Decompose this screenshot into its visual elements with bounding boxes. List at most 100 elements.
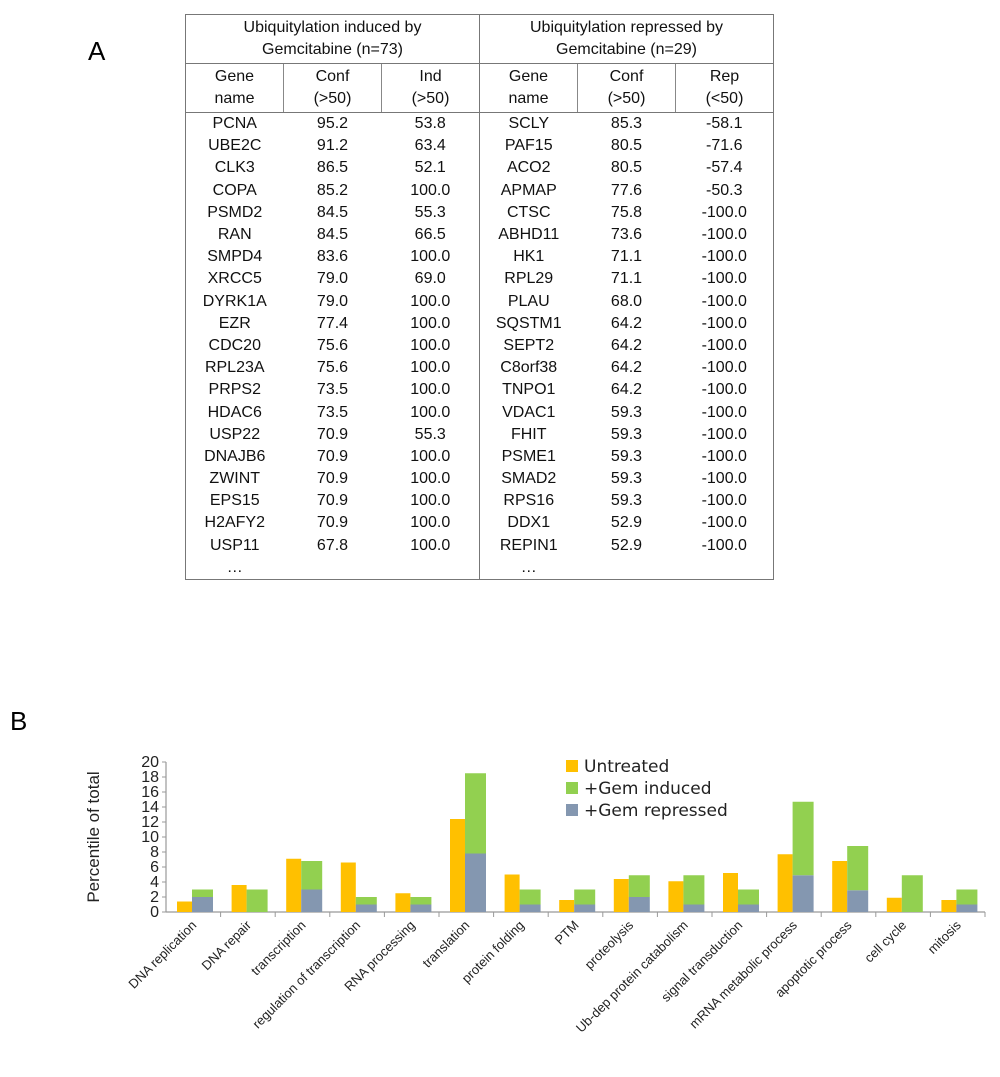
table-cell: 63.4: [381, 135, 480, 158]
column-header-text: Gene: [214, 68, 255, 85]
table-cell: EPS15: [209, 492, 260, 510]
table-cell: 64.2: [610, 381, 643, 399]
table-cell: -100.0: [701, 447, 747, 465]
table-cell: 66.5: [381, 223, 480, 247]
table-cell: 100.0: [381, 401, 480, 424]
y-tick-label: 2: [150, 889, 159, 906]
table-cell: -100.0: [701, 248, 747, 266]
bar-gem-repressed: [683, 904, 705, 912]
y-tick-label: 20: [141, 754, 159, 771]
column-header-text: Conf: [315, 68, 350, 85]
table-cell: PSMD2: [207, 203, 263, 221]
table-cell: 100.0: [381, 379, 480, 402]
column-header: Conf (>50): [577, 63, 676, 113]
column-header-text: Rep: [709, 68, 740, 85]
x-tick-label: PTM: [552, 918, 582, 948]
bar-gem-repressed: [519, 904, 541, 912]
bar-untreated: [504, 874, 520, 912]
table-cell: SQSTM1: [495, 314, 562, 332]
table-cell: -100.0: [701, 470, 747, 488]
table-cell: 80.5: [610, 137, 643, 155]
table-cell: DDX1: [507, 514, 551, 532]
legend-label: +Gem repressed: [584, 801, 728, 821]
table-cell: FHIT: [510, 425, 547, 443]
bar-gem-induced: [246, 889, 268, 912]
table-cell: 100.0: [381, 445, 480, 468]
table-cell: [284, 557, 382, 580]
table-cell: 91.2: [316, 137, 349, 155]
bar-gem-repressed: [792, 875, 814, 912]
bar-gem-induced: [628, 875, 650, 897]
table-cell: COPA: [212, 181, 257, 199]
bar-gem-induced: [301, 861, 323, 890]
column-header: Conf (>50): [283, 63, 382, 113]
table-cell: 100.0: [381, 468, 480, 491]
y-tick-label: 18: [141, 769, 159, 786]
table-cell: RPL23A: [204, 359, 265, 377]
legend: Untreated+Gem induced+Gem repressed: [566, 757, 728, 821]
table-cell: PCNA: [212, 115, 257, 133]
table-cell: REPIN1: [499, 536, 558, 554]
table-cell: 64.2: [610, 336, 643, 354]
table-cell: 70.9: [316, 492, 349, 510]
table-row: CLK3 86.5 52.1 ACO2 80.5 -57.4: [186, 157, 774, 180]
bar-untreated: [286, 858, 302, 912]
table-row: PSMD2 84.5 55.3 CTSC 75.8 -100.0: [186, 201, 774, 224]
table-cell: 73.6: [610, 226, 643, 244]
table-cell: …: [226, 558, 243, 576]
bar-untreated: [832, 861, 848, 912]
table-cell: HDAC6: [207, 403, 262, 421]
bar-gem-induced: [901, 875, 923, 912]
bar-gem-repressed: [574, 904, 596, 912]
bar-gem-induced: [683, 875, 705, 905]
table-row: RAN 84.5 66.5 ABHD11 73.6 -100.0: [186, 223, 774, 247]
table-cell: PLAU: [507, 292, 550, 310]
table-cell: H2AFY2: [204, 514, 265, 532]
table-cell: C8orf38: [500, 359, 558, 377]
bar-gem-repressed: [410, 904, 432, 912]
bar-gem-repressed: [956, 904, 978, 912]
x-tick-label: DNA repair: [198, 917, 254, 973]
table-cell: 80.5: [610, 159, 643, 177]
bar-untreated: [231, 885, 247, 912]
column-header-text: name: [508, 90, 549, 107]
table-row: UBE2C 91.2 63.4 PAF15 80.5 -71.6: [186, 135, 774, 158]
column-header-text: (>50): [607, 90, 646, 107]
table-cell: 59.3: [610, 447, 643, 465]
bar-gem-repressed: [738, 904, 759, 912]
bar-gem-induced: [410, 897, 432, 905]
table-cell: 85.2: [316, 181, 349, 199]
x-tick-label: regulation of transcription: [249, 918, 363, 1032]
table-cell: VDAC1: [502, 403, 556, 421]
table-cell: 67.8: [316, 536, 349, 554]
table-cell: -100.0: [701, 336, 747, 354]
table-cell: 100.0: [381, 490, 480, 513]
legend-swatch: [566, 804, 578, 816]
bar-gem-induced: [792, 801, 814, 876]
table-cell: USP11: [209, 536, 260, 554]
table-row: PCNA 95.2 53.8 SCLY 85.3 -58.1: [186, 112, 774, 136]
table-cell: RAN: [217, 226, 252, 244]
table-cell: 70.9: [316, 470, 349, 488]
table-cell: -100.0: [701, 270, 747, 288]
table-cell: 70.9: [316, 425, 349, 443]
table-cell: 75.8: [610, 203, 643, 221]
table-cell: CLK3: [214, 159, 255, 177]
table-cell: [381, 556, 480, 580]
table-cell: XRCC5: [207, 270, 262, 288]
table-row: DNAJB6 70.9 100.0 PSME1 59.3 -100.0: [186, 445, 774, 468]
table-cell: 64.2: [610, 314, 643, 332]
table-cell: 59.3: [610, 492, 643, 510]
table-cell: -71.6: [706, 137, 743, 155]
table-cell: 100.0: [381, 290, 480, 313]
table-cell: 71.1: [610, 270, 643, 288]
repressed-header: Ubiquitylation repressed by Gemcitabine …: [479, 14, 774, 64]
table-cell: 100.0: [381, 534, 480, 557]
table-cell: RPS16: [503, 492, 555, 510]
table-cell: -100.0: [701, 314, 747, 332]
y-tick-label: 12: [141, 814, 159, 831]
y-tick-label: 0: [150, 904, 159, 921]
table-cell: 100.0: [381, 357, 480, 380]
table-cell: 84.5: [316, 226, 349, 244]
